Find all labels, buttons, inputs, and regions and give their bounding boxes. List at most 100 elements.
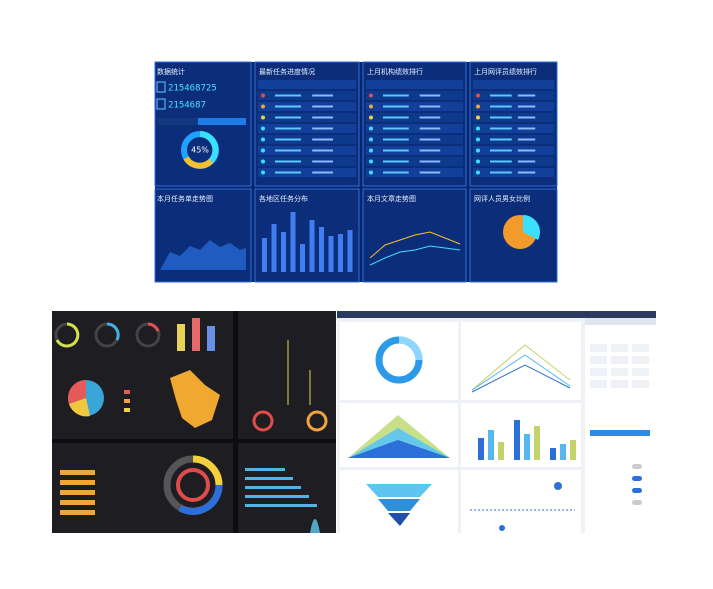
row-text	[275, 94, 301, 97]
light-dashboard-shape	[590, 430, 650, 436]
row-dot	[261, 126, 265, 131]
bar	[300, 244, 305, 272]
light-dashboard-shape	[499, 525, 505, 531]
table-row	[473, 135, 554, 144]
table-row	[258, 168, 356, 177]
row-text	[517, 138, 536, 141]
bar	[570, 440, 576, 460]
dark-dashboard-shape	[192, 318, 200, 351]
row-dot	[369, 126, 373, 131]
row-text	[312, 171, 333, 174]
dark-dashboard-shape	[252, 410, 274, 432]
blue-dashboard-shape	[156, 98, 166, 110]
table-row	[366, 124, 463, 133]
light-dashboard-shape	[378, 499, 420, 511]
table-row	[366, 157, 463, 166]
blue-dashboard-shape	[198, 118, 246, 125]
table-row	[473, 102, 554, 111]
table-row	[258, 80, 356, 89]
dark-dashboard-shape	[192, 455, 223, 486]
light-dashboard	[337, 311, 656, 533]
table-row	[258, 124, 356, 133]
dark-dashboard-shape	[310, 519, 320, 533]
chart-title: 网评人员男女比例	[474, 194, 530, 203]
row-dot	[476, 93, 480, 98]
blue-dashboard	[154, 61, 558, 283]
dark-dashboard-shape	[207, 326, 215, 351]
property-field	[632, 344, 649, 352]
property-field	[632, 356, 649, 364]
light-dashboard-shape	[337, 311, 656, 318]
progress-bar	[245, 477, 293, 480]
table-row	[473, 91, 554, 100]
property-field	[611, 368, 628, 376]
light-dashboard-shape	[632, 500, 642, 505]
row-dot	[476, 104, 480, 109]
row-text	[275, 105, 301, 108]
bar	[560, 444, 566, 460]
property-field	[632, 380, 649, 388]
bar	[328, 236, 334, 272]
row-text	[312, 160, 333, 163]
bar	[281, 232, 286, 272]
table-row	[366, 135, 463, 144]
progress-bar	[60, 500, 95, 505]
row-text	[517, 116, 536, 119]
dark-dashboard-shape	[147, 322, 160, 332]
row-dot	[261, 159, 265, 164]
bar	[498, 442, 504, 460]
stats-title: 数据统计	[157, 67, 185, 76]
light-dashboard-shape	[585, 318, 656, 325]
table-row	[366, 113, 463, 122]
dark-dashboard-shape	[306, 410, 328, 432]
row-text	[517, 160, 536, 163]
table-row	[366, 80, 463, 89]
dark-dashboard-shape	[170, 370, 220, 428]
row-text	[490, 171, 512, 174]
row-text	[383, 149, 409, 152]
line-chart	[369, 245, 461, 266]
table-row	[258, 157, 356, 166]
property-field	[590, 356, 607, 364]
bar	[524, 434, 530, 460]
row-text	[419, 105, 441, 108]
row-text	[383, 160, 409, 163]
light-dashboard-shape	[366, 484, 432, 497]
bar	[478, 438, 484, 460]
row-dot	[261, 137, 265, 142]
bar	[488, 430, 494, 460]
table-row	[258, 146, 356, 155]
dark-dashboard-shape	[178, 484, 223, 515]
light-dashboard-shape	[478, 344, 649, 460]
dark-dashboard-shape	[69, 398, 90, 417]
row-text	[419, 171, 441, 174]
property-field	[590, 344, 607, 352]
table-row	[258, 91, 356, 100]
row-dot	[369, 137, 373, 142]
row-text	[312, 149, 333, 152]
bar	[262, 238, 267, 272]
property-field	[590, 368, 607, 376]
bar	[309, 220, 315, 272]
light-dashboard-shape	[461, 470, 581, 533]
progress-bar	[245, 486, 301, 489]
row-dot	[369, 104, 373, 109]
table-row	[473, 113, 554, 122]
property-field	[632, 368, 649, 376]
blue-dashboard-shape	[258, 80, 554, 177]
row-text	[275, 171, 301, 174]
bar	[319, 227, 324, 272]
row-text	[312, 127, 333, 130]
light-dashboard-shape	[632, 476, 642, 481]
row-dot	[369, 170, 373, 175]
dark-dashboard-shape	[124, 399, 130, 403]
property-field	[611, 380, 628, 388]
dark-dashboard-shape	[177, 324, 185, 351]
row-text	[383, 105, 409, 108]
today-number: 2154687	[168, 101, 206, 111]
row-text	[275, 127, 301, 130]
row-text	[275, 160, 301, 163]
table-row	[366, 102, 463, 111]
bar	[338, 234, 343, 272]
row-dot	[369, 148, 373, 153]
